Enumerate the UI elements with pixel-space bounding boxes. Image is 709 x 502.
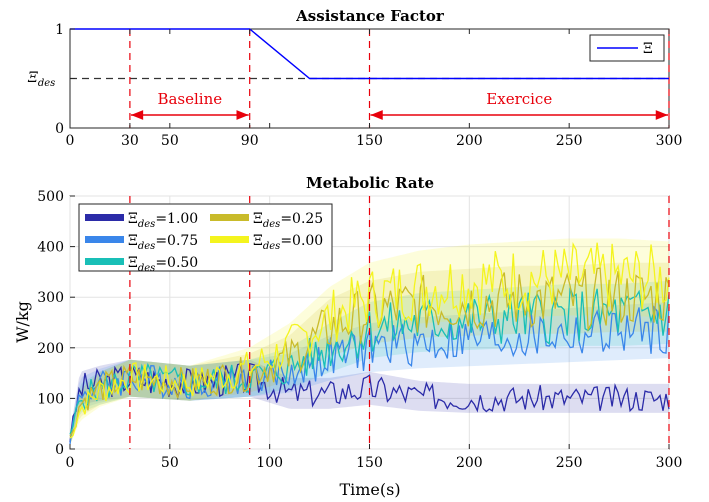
bottom-legend-swatch xyxy=(85,214,124,221)
top-chart-title: Assistance Factor xyxy=(295,7,445,25)
series-line-4 xyxy=(69,241,670,439)
bottom-legend-label: Ξdes=0.50 xyxy=(128,255,198,274)
bottom-y-tick-label: 200 xyxy=(37,341,64,357)
metabolic-rate-panel: Metabolic Rate 0 50 100 150 200 250 300 0 100 200… xyxy=(13,174,682,499)
bottom-x-tick-label: 0 xyxy=(66,455,75,471)
bottom-x-tick-label: 100 xyxy=(256,455,283,471)
bottom-legend: Ξdes=1.00 Ξdes=0.75 Ξdes=0.50 Ξdes=0.25 Ξdes… xyxy=(78,203,333,274)
top-y-tick-label: 0 xyxy=(55,121,64,137)
series-band-1 xyxy=(70,302,669,446)
bottom-x-tick-label: 50 xyxy=(161,455,179,471)
annotation-label-1: Exercice xyxy=(486,90,552,108)
top-y-annotation: Ξdes xyxy=(27,70,55,89)
top-x-tick-label: 200 xyxy=(456,133,483,149)
bottom-y-tick-label: 400 xyxy=(37,240,64,256)
bottom-y-tick-label: 0 xyxy=(55,442,64,458)
bottom-y-axis-label: W/kg xyxy=(13,301,32,343)
bottom-legend-label: Ξdes=0.00 xyxy=(253,233,323,252)
top-x-tick-label: 250 xyxy=(556,133,583,149)
top-x-tick-label: 90 xyxy=(241,133,259,149)
bottom-legend-swatch xyxy=(210,214,249,221)
top-x-tick-label: 150 xyxy=(356,133,383,149)
bottom-y-tick-label: 300 xyxy=(37,290,64,306)
top-x-tick-label: 30 xyxy=(121,133,139,149)
series-line-2 xyxy=(69,287,670,435)
top-x-tick-label: 300 xyxy=(656,133,683,149)
bottom-plot-area: 0 50 100 150 200 250 300 0 100 200 300 400 500 Ξdes=1… xyxy=(37,189,682,471)
top-y-tick-label: 1 xyxy=(55,22,64,38)
top-legend: Ξ xyxy=(589,34,665,62)
bottom-y-tick-label: 500 xyxy=(37,189,64,205)
bottom-x-tick-label: 200 xyxy=(456,455,483,471)
bottom-legend-label: Ξdes=0.75 xyxy=(128,233,198,252)
bottom-legend-label: Ξdes=1.00 xyxy=(128,211,198,230)
bottom-legend-swatch xyxy=(85,236,124,243)
top-plot-area: Baseline Exercice 0 30 50 90 150 200 250 300 0 1 Ξ xyxy=(55,22,682,149)
bottom-x-tick-label: 150 xyxy=(356,455,383,471)
bottom-legend-label: Ξdes=0.25 xyxy=(253,211,323,230)
annotation-label-0: Baseline xyxy=(157,90,222,108)
bottom-x-tick-label: 250 xyxy=(556,455,583,471)
top-series-line-0 xyxy=(70,28,669,80)
top-x-tick-label: 50 xyxy=(161,133,179,149)
bottom-y-tick-label: 100 xyxy=(37,391,64,407)
assistance-factor-panel: Assistance Factor Baseline Exercice 0 30 50 9… xyxy=(27,7,682,149)
bottom-x-tick-label: 300 xyxy=(656,455,683,471)
bottom-chart-title: Metabolic Rate xyxy=(306,174,434,192)
series-band-2 xyxy=(70,280,669,446)
bottom-x-axis-label: Time(s) xyxy=(339,480,400,499)
bottom-legend-swatch xyxy=(85,258,124,265)
top-legend-label: Ξ xyxy=(643,41,653,57)
top-x-tick-label: 0 xyxy=(66,133,75,149)
bottom-legend-swatch xyxy=(210,236,249,243)
